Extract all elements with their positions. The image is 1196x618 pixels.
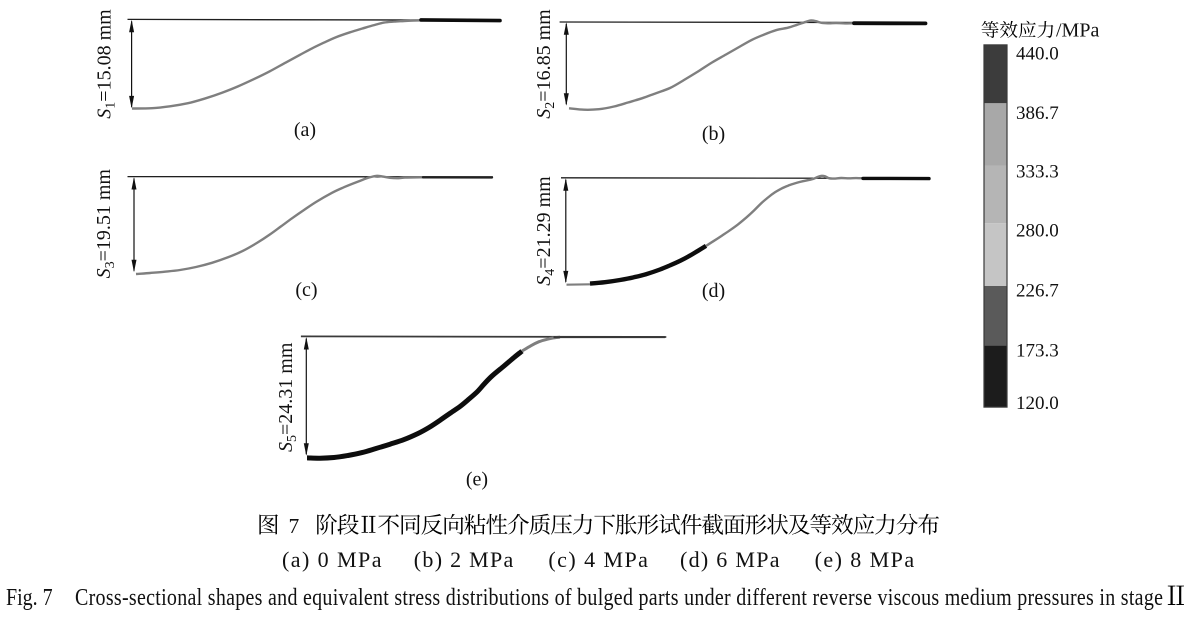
svg-text:(e): (e) xyxy=(466,469,488,491)
svg-text:7: 7 xyxy=(289,514,300,538)
svg-text:(d): (d) xyxy=(702,280,725,302)
svg-text:(e) 8 MPa: (e) 8 MPa xyxy=(815,547,915,572)
svg-text:Cross-sectional shapes and equ: Cross-sectional shapes and equivalent st… xyxy=(75,583,1163,610)
svg-text:S5=24.31 mm: S5=24.31 mm xyxy=(275,342,300,452)
svg-text:386.7: 386.7 xyxy=(1016,103,1059,124)
svg-text:S1=15.08 mm: S1=15.08 mm xyxy=(94,9,119,119)
svg-text:120.0: 120.0 xyxy=(1016,393,1059,414)
svg-text:(c): (c) xyxy=(295,279,317,301)
svg-text:280.0: 280.0 xyxy=(1016,221,1059,242)
svg-text:(a): (a) xyxy=(294,119,316,141)
svg-text:(a) 0 MPa: (a) 0 MPa xyxy=(282,547,382,572)
svg-text:S2=16.85 mm: S2=16.85 mm xyxy=(533,9,558,119)
svg-text:(b): (b) xyxy=(702,123,725,145)
svg-text:226.7: 226.7 xyxy=(1016,281,1059,302)
svg-text:(c) 4 MPa: (c) 4 MPa xyxy=(548,547,648,572)
svg-text:(d) 6 MPa: (d) 6 MPa xyxy=(680,547,780,572)
svg-text:/MPa: /MPa xyxy=(1056,20,1099,42)
svg-text:S3=19.51 mm: S3=19.51 mm xyxy=(93,169,118,279)
svg-text:333.3: 333.3 xyxy=(1016,162,1059,183)
svg-text:173.3: 173.3 xyxy=(1016,341,1059,362)
svg-text:(b) 2 MPa: (b) 2 MPa xyxy=(414,547,514,572)
svg-text:440.0: 440.0 xyxy=(1016,44,1059,65)
svg-text:Fig. 7: Fig. 7 xyxy=(6,583,53,610)
svg-text:S4=21.29 mm: S4=21.29 mm xyxy=(533,176,558,286)
